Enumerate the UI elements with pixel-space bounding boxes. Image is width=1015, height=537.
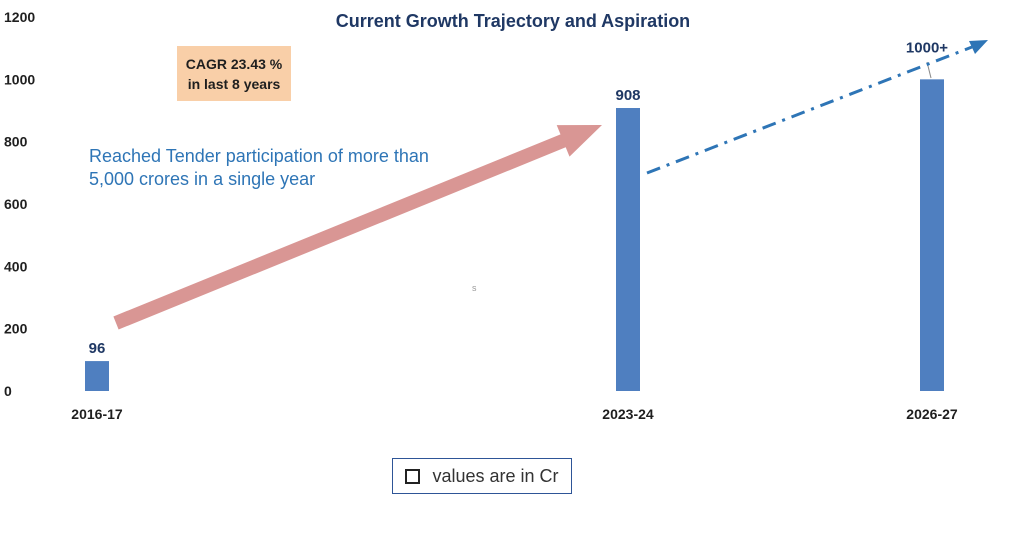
legend: values are in Cr: [392, 458, 572, 494]
legend-label: values are in Cr: [432, 465, 559, 486]
data-label: 908: [615, 87, 640, 104]
y-tick-label: 400: [4, 258, 28, 274]
x-tick-label: 2016-17: [71, 406, 123, 422]
bar: [616, 108, 640, 392]
y-tick-label: 800: [4, 134, 28, 150]
cagr-line-1: CAGR 23.43 %: [185, 55, 283, 72]
y-tick-label: 1200: [4, 9, 35, 25]
growth-arrow: [113, 125, 603, 330]
y-tick-label: 0: [4, 383, 12, 399]
y-axis: 0 200 400 600 800 1000 1200: [4, 9, 35, 399]
bars: [85, 79, 944, 392]
stray-mark: s: [472, 283, 477, 293]
cagr-callout: CAGR 23.43 % in last 8 years: [177, 46, 291, 101]
y-tick-label: 200: [4, 321, 28, 337]
trend-arrowhead: [969, 40, 988, 54]
x-tick-label: 2026-27: [906, 406, 958, 422]
bar: [920, 79, 944, 391]
data-labels: 96 908 1000+: [89, 39, 949, 357]
x-tick-label: 2023-24: [602, 406, 654, 422]
data-label: 96: [89, 340, 106, 357]
x-axis: 2016-17 2023-24 2026-27: [71, 406, 958, 422]
cagr-line-2: in last 8 years: [187, 75, 281, 92]
tender-note: Reached Tender participation of more tha…: [89, 146, 429, 189]
bar: [85, 361, 109, 391]
aspiration-trend-line: [646, 40, 988, 175]
y-tick-label: 600: [4, 196, 28, 212]
checkbox-square-icon: [405, 468, 421, 484]
y-tick-label: 1000: [4, 71, 35, 87]
data-label: 1000+: [906, 39, 948, 56]
chart-title: Current Growth Trajectory and Aspiration: [336, 11, 690, 31]
